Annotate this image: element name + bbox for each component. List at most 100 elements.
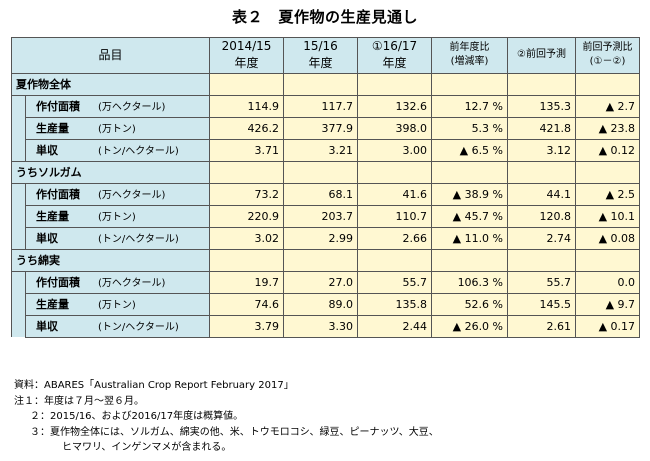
cell-value: 3.21 <box>283 138 359 162</box>
header-2014-15: 2014/15 年度 <box>209 37 285 74</box>
cell-value: ▲ 6.5 % <box>431 138 509 162</box>
header-vs-previous-forecast: 前回予測比 (①－②) <box>575 37 641 74</box>
cell-value: 44.1 <box>507 182 577 206</box>
row-item: 単収 <box>36 320 58 334</box>
note-1: 注１：年度は７月～翌６月。 <box>14 395 144 407</box>
cell-value: 19.7 <box>209 270 285 294</box>
cell-value: 2.44 <box>357 314 433 338</box>
cell-value: 2.99 <box>283 226 359 250</box>
table-row: 単収 (トン/ヘクタール) 3.79 3.30 2.44 ▲ 26.0 % 2.6… <box>12 314 641 338</box>
footnotes: 資料：ABARES「Australian Crop Report Februar… <box>14 378 439 456</box>
cell-value: 117.7 <box>283 94 359 118</box>
cell-value: ▲ 45.7 % <box>431 204 509 228</box>
cell-value: ▲ 0.08 <box>575 226 641 250</box>
cell-value: 114.9 <box>209 94 285 118</box>
table-row: 作付面積 (万ヘクタール) 19.7 27.0 55.7 106.3 % 55.7… <box>11 270 641 338</box>
section-row: うちソルガム <box>10 160 641 184</box>
cell-value: 2.66 <box>357 226 433 250</box>
row-item: 作付面積 <box>36 188 80 202</box>
row-item: 生産量 <box>36 122 69 136</box>
header-yoy-change: 前年度比 (増減率) <box>431 37 509 74</box>
section-row: 夏作物全体 <box>10 72 641 96</box>
row-item: 生産量 <box>36 210 69 224</box>
header-row: 品目 2014/15 年度 15/16 年度 ①16/17 年度 前年度比 (増減率) … <box>10 37 641 74</box>
cell-value: 27.0 <box>283 270 359 294</box>
cell-value: ▲ 26.0 % <box>431 314 509 338</box>
cell-value: 421.8 <box>507 116 577 140</box>
row-unit: (トン/ヘクタール) <box>98 146 179 158</box>
cell-value: 55.7 <box>357 270 433 294</box>
cell-value: 135.8 <box>357 292 433 316</box>
row-item: 単収 <box>36 232 58 246</box>
row-unit: (トン/ヘクタール) <box>98 234 179 246</box>
section-label: うちソルガム <box>10 160 211 184</box>
row-unit: (万トン) <box>98 124 136 136</box>
cell-value: 220.9 <box>209 204 285 228</box>
cell-value: ▲ 10.1 <box>575 204 641 228</box>
row-unit: (トン/ヘクタール) <box>98 322 179 334</box>
cell-value: 3.00 <box>357 138 433 162</box>
cell-value: 3.30 <box>283 314 359 338</box>
cell-value: 41.6 <box>357 182 433 206</box>
note-3-continued: ヒマワリ、インゲンマメが含まれる。 <box>62 442 232 453</box>
cell-value: 2.61 <box>507 314 577 338</box>
cell-value: 110.7 <box>357 204 433 228</box>
cell-value: ▲ 2.5 <box>575 182 641 206</box>
cell-value: 2.74 <box>507 226 577 250</box>
cell-value: 52.6 % <box>431 292 509 316</box>
section-label: うち綿実 <box>10 248 211 272</box>
cell-value: 5.3 % <box>431 116 509 140</box>
row-item: 作付面積 <box>36 100 80 114</box>
cell-value: ▲ 2.7 <box>575 94 641 118</box>
cell-value: ▲ 9.7 <box>575 292 641 316</box>
section-label: 夏作物全体 <box>10 72 211 96</box>
cell-value: 73.2 <box>209 182 285 206</box>
table-row: 単収 (トン/ヘクタール) 3.71 3.21 3.00 ▲ 6.5 % 3.12… <box>12 138 641 162</box>
table-row: 作付面積 (万ヘクタール) 73.2 68.1 41.6 ▲ 38.9 % 44.… <box>11 182 641 250</box>
table-row: 作付面積 (万ヘクタール) 114.9 117.7 132.6 12.7 % 13… <box>11 94 641 162</box>
header-item: 品目 <box>10 37 211 74</box>
cell-value: ▲ 11.0 % <box>431 226 509 250</box>
cell-value: 145.5 <box>507 292 577 316</box>
cell-value: 3.71 <box>209 138 285 162</box>
cell-value: 398.0 <box>357 116 433 140</box>
cell-value: 68.1 <box>283 182 359 206</box>
cell-value: 74.6 <box>209 292 285 316</box>
cell-value: 203.7 <box>283 204 359 228</box>
section-row: うち綿実 <box>10 248 641 272</box>
table-row: 単収 (トン/ヘクタール) 3.02 2.99 2.66 ▲ 11.0 % 2.7… <box>12 226 641 250</box>
row-item: 単収 <box>36 144 58 158</box>
cell-value: 3.79 <box>209 314 285 338</box>
cell-value: ▲ 0.12 <box>575 138 641 162</box>
cell-value: 135.3 <box>507 94 577 118</box>
cell-value: ▲ 38.9 % <box>431 182 509 206</box>
cell-value: 377.9 <box>283 116 359 140</box>
row-item: 生産量 <box>36 298 69 312</box>
header-16-17: ①16/17 年度 <box>357 37 433 74</box>
cell-value: 55.7 <box>507 270 577 294</box>
cell-value: 3.02 <box>209 226 285 250</box>
header-15-16: 15/16 年度 <box>283 37 359 74</box>
cell-value: 106.3 % <box>431 270 509 294</box>
cell-value: 132.6 <box>357 94 433 118</box>
row-unit: (万トン) <box>98 300 136 312</box>
table-row: 生産量 (万トン) 426.2 377.9 398.0 5.3 % 421.8 ▲… <box>12 116 641 140</box>
row-unit: (万ヘクタール) <box>98 190 166 202</box>
cell-value: 426.2 <box>209 116 285 140</box>
cell-value: 120.8 <box>507 204 577 228</box>
table-row: 生産量 (万トン) 74.6 89.0 135.8 52.6 % 145.5 ▲ … <box>12 292 641 316</box>
row-unit: (万ヘクタール) <box>98 278 166 290</box>
crop-forecast-table: 品目 2014/15 年度 15/16 年度 ①16/17 年度 前年度比 (増減率) … <box>10 37 641 338</box>
cell-value: 3.12 <box>507 138 577 162</box>
header-previous-forecast: ②前回予測 <box>507 37 577 74</box>
note-2: ２：2015/16、および2016/17年度は概算値。 <box>30 411 244 422</box>
row-item: 作付面積 <box>36 276 80 290</box>
row-unit: (万トン) <box>98 212 136 224</box>
source-note: 資料：ABARES「Australian Crop Report Februar… <box>14 380 294 391</box>
cell-value: 0.0 <box>575 270 641 294</box>
cell-value: ▲ 0.17 <box>575 314 641 338</box>
row-unit: (万ヘクタール) <box>98 102 166 114</box>
table-row: 生産量 (万トン) 220.9 203.7 110.7 ▲ 45.7 % 120.… <box>12 204 641 228</box>
table-title: 表２ 夏作物の生産見通し <box>231 8 418 26</box>
cell-value: ▲ 23.8 <box>575 116 641 140</box>
